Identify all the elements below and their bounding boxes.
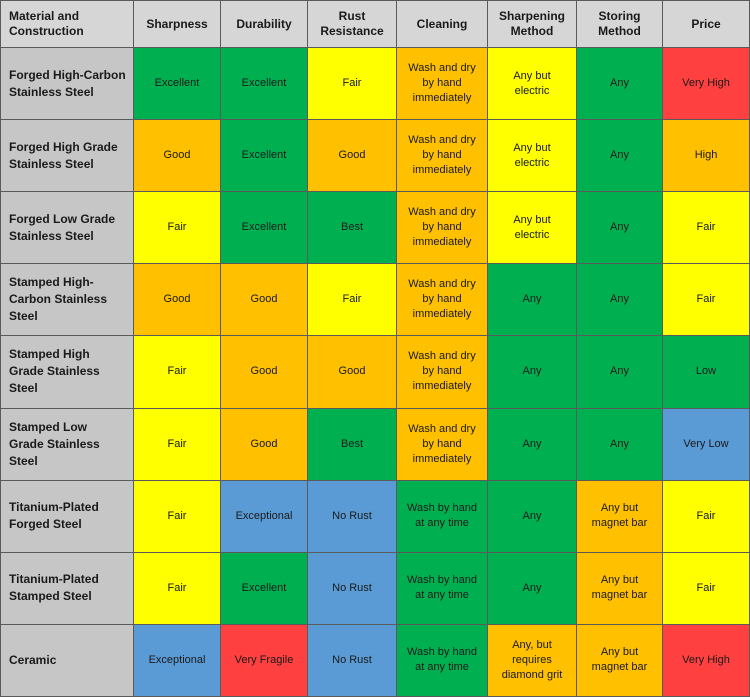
price-cell: Fair bbox=[662, 551, 750, 625]
sharpness-cell: Fair bbox=[133, 479, 221, 553]
sharpening-method-cell: Any bbox=[487, 551, 577, 625]
table-row: Ceramic Exceptional Very Fragile No Rust Was… bbox=[0, 623, 750, 697]
storing-method-cell: Any bbox=[576, 191, 663, 265]
cleaning-cell: Wash by hand at any time bbox=[396, 551, 488, 625]
durability-cell: Good bbox=[220, 263, 308, 337]
header-sharpening-method: Sharpening Method bbox=[487, 0, 577, 48]
rust-resistance-cell: Best bbox=[307, 191, 397, 265]
sharpening-method-cell: Any bbox=[487, 479, 577, 553]
material-cell: Titanium-Plated Forged Steel bbox=[0, 479, 134, 553]
cleaning-cell: Wash and dry by hand immediately bbox=[396, 263, 488, 337]
sharpness-cell: Fair bbox=[133, 335, 221, 409]
storing-method-cell: Any bbox=[576, 119, 663, 193]
table-row: Titanium-Plated Stamped Steel Fair Excelle… bbox=[0, 551, 750, 625]
rust-resistance-cell: No Rust bbox=[307, 479, 397, 553]
sharpening-method-cell: Any bbox=[487, 335, 577, 409]
durability-cell: Good bbox=[220, 335, 308, 409]
storing-method-cell: Any but magnet bar bbox=[576, 623, 663, 697]
rust-resistance-cell: Good bbox=[307, 119, 397, 193]
table-body: Forged High-Carbon Stainless Steel Excell… bbox=[0, 46, 750, 697]
sharpening-method-cell: Any bbox=[487, 263, 577, 337]
cleaning-cell: Wash by hand at any time bbox=[396, 623, 488, 697]
header-sharpness: Sharpness bbox=[133, 0, 221, 48]
material-cell: Stamped Low Grade Stainless Steel bbox=[0, 407, 134, 481]
sharpening-method-cell: Any but electric bbox=[487, 46, 577, 121]
price-cell: High bbox=[662, 119, 750, 193]
sharpening-method-cell: Any but electric bbox=[487, 191, 577, 265]
durability-cell: Excellent bbox=[220, 551, 308, 625]
rust-resistance-cell: No Rust bbox=[307, 551, 397, 625]
material-cell: Forged Low Grade Stainless Steel bbox=[0, 191, 134, 265]
sharpness-cell: Good bbox=[133, 119, 221, 193]
storing-method-cell: Any but magnet bar bbox=[576, 551, 663, 625]
storing-method-cell: Any bbox=[576, 407, 663, 481]
header-price: Price bbox=[662, 0, 750, 48]
storing-method-cell: Any bbox=[576, 335, 663, 409]
price-cell: Fair bbox=[662, 479, 750, 553]
storing-method-cell: Any bbox=[576, 263, 663, 337]
cleaning-cell: Wash by hand at any time bbox=[396, 479, 488, 553]
material-cell: Forged High-Carbon Stainless Steel bbox=[0, 46, 134, 121]
sharpness-cell: Exceptional bbox=[133, 623, 221, 697]
material-cell: Stamped High Grade Stainless Steel bbox=[0, 335, 134, 409]
table-row: Stamped High- Carbon Stainless Steel Good… bbox=[0, 263, 750, 337]
sharpening-method-cell: Any, but requires diamond grit bbox=[487, 623, 577, 697]
sharpness-cell: Good bbox=[133, 263, 221, 337]
price-cell: Very Low bbox=[662, 407, 750, 481]
sharpness-cell: Fair bbox=[133, 551, 221, 625]
sharpness-cell: Excellent bbox=[133, 46, 221, 121]
header-rust-resistance: Rust Resistance bbox=[307, 0, 397, 48]
price-cell: Low bbox=[662, 335, 750, 409]
price-cell: Fair bbox=[662, 191, 750, 265]
sharpness-cell: Fair bbox=[133, 191, 221, 265]
price-cell: Fair bbox=[662, 263, 750, 337]
durability-cell: Good bbox=[220, 407, 308, 481]
durability-cell: Excellent bbox=[220, 191, 308, 265]
sharpening-method-cell: Any but electric bbox=[487, 119, 577, 193]
header-storing-method: Storing Method bbox=[576, 0, 663, 48]
header-row: Material and Construction Sharpness Dura… bbox=[0, 0, 750, 48]
table-row: Forged High-Carbon Stainless Steel Excell… bbox=[0, 46, 750, 121]
material-cell: Stamped High- Carbon Stainless Steel bbox=[0, 263, 134, 337]
material-cell: Forged High Grade Stainless Steel bbox=[0, 119, 134, 193]
table-row: Stamped High Grade Stainless Steel Fair Go… bbox=[0, 335, 750, 409]
cleaning-cell: Wash and dry by hand immediately bbox=[396, 407, 488, 481]
durability-cell: Excellent bbox=[220, 46, 308, 121]
rust-resistance-cell: No Rust bbox=[307, 623, 397, 697]
material-cell: Ceramic bbox=[0, 623, 134, 697]
rust-resistance-cell: Good bbox=[307, 335, 397, 409]
price-cell: Very High bbox=[662, 623, 750, 697]
durability-cell: Excellent bbox=[220, 119, 308, 193]
header-cleaning: Cleaning bbox=[396, 0, 488, 48]
header-durability: Durability bbox=[220, 0, 308, 48]
rust-resistance-cell: Fair bbox=[307, 46, 397, 121]
rust-resistance-cell: Best bbox=[307, 407, 397, 481]
sharpening-method-cell: Any bbox=[487, 407, 577, 481]
storing-method-cell: Any but magnet bar bbox=[576, 479, 663, 553]
material-cell: Titanium-Plated Stamped Steel bbox=[0, 551, 134, 625]
cleaning-cell: Wash and dry by hand immediately bbox=[396, 119, 488, 193]
cleaning-cell: Wash and dry by hand immediately bbox=[396, 46, 488, 121]
cleaning-cell: Wash and dry by hand immediately bbox=[396, 335, 488, 409]
sharpness-cell: Fair bbox=[133, 407, 221, 481]
table-row: Forged High Grade Stainless Steel Good Exc… bbox=[0, 119, 750, 193]
durability-cell: Exceptional bbox=[220, 479, 308, 553]
table-row: Stamped Low Grade Stainless Steel Fair Goo… bbox=[0, 407, 750, 481]
price-cell: Very High bbox=[662, 46, 750, 121]
header-material: Material and Construction bbox=[0, 0, 134, 48]
table-row: Titanium-Plated Forged Steel Fair Exceptio… bbox=[0, 479, 750, 553]
rust-resistance-cell: Fair bbox=[307, 263, 397, 337]
cleaning-cell: Wash and dry by hand immediately bbox=[396, 191, 488, 265]
storing-method-cell: Any bbox=[576, 46, 663, 121]
table-row: Forged Low Grade Stainless Steel Fair Exce… bbox=[0, 191, 750, 265]
durability-cell: Very Fragile bbox=[220, 623, 308, 697]
